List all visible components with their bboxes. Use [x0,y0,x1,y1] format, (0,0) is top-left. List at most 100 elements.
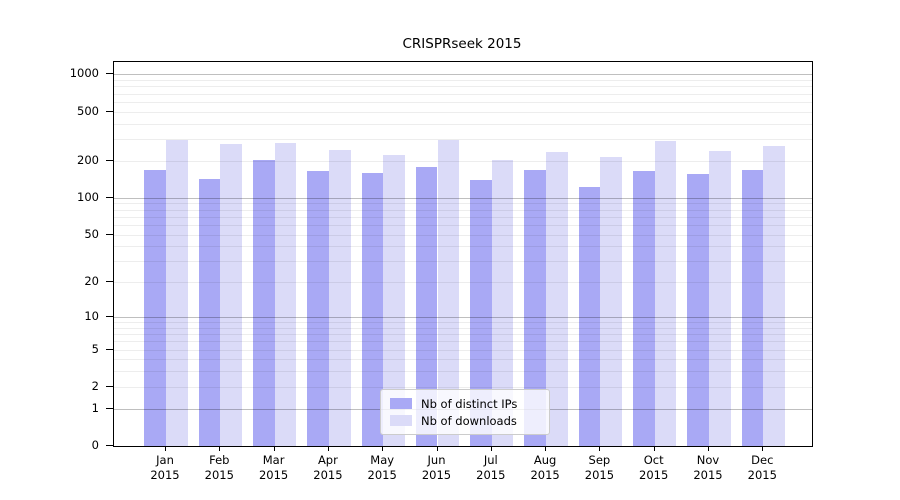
bar-nb-of-distinct-ips-oct [633,171,655,446]
bar-nb-of-downloads-may [383,155,405,446]
y-tick-mark [106,281,113,283]
x-tick-mark [273,446,275,451]
gridline [114,386,812,388]
legend: Nb of distinct IPs Nb of downloads [380,389,550,435]
x-tick-label-nov: Nov 2015 [693,453,723,482]
y-tick-label-1000: 1000 [69,66,99,81]
bar-nb-of-distinct-ips-nov [687,174,709,446]
y-tick-mark [106,196,113,198]
gridline [114,139,812,141]
gridline [114,160,812,162]
bar-nb-of-distinct-ips-sep [578,186,601,446]
gridline [114,80,812,82]
gridline [114,327,812,329]
x-tick-mark [653,446,655,451]
x-tick-label-may: May 2015 [367,453,397,482]
gridline [114,86,812,88]
x-tick-mark [165,446,166,451]
x-tick-mark [490,446,492,451]
y-tick-label-20: 20 [84,274,99,289]
x-tick-mark [708,446,709,451]
bar-nb-of-downloads-jan [166,139,188,446]
gridline [114,322,812,324]
gridline [114,341,812,343]
y-tick-label-0: 0 [91,438,99,452]
bar-nb-of-downloads-oct [654,141,677,446]
legend-item-nb-of-distinct-ips: Nb of distinct IPs [390,395,542,412]
y-tick-mark [106,445,113,446]
y-tick-label-5: 5 [91,341,99,356]
x-tick-label-apr: Apr 2015 [313,453,343,482]
y-tick-mark [106,73,113,75]
y-tick-label-2: 2 [91,378,99,393]
gridline [114,234,812,236]
bar-nb-of-distinct-ips-aug [524,169,547,446]
x-tick-mark [327,446,329,451]
y-tick-label-100: 100 [77,189,99,204]
gridline [114,246,812,248]
y-tick-mark [106,348,113,350]
x-tick-label-sep: Sep 2015 [584,453,615,482]
legend-swatch [390,415,412,426]
bar-nb-of-distinct-ips-mar [252,159,275,446]
bar-nb-of-distinct-ips-may [361,173,384,446]
bar-nb-of-downloads-mar [274,143,297,446]
y-tick-mark [106,159,113,161]
gridline [114,197,812,199]
bar-nb-of-downloads-jun [437,139,460,446]
y-tick-mark [106,316,113,318]
gridline [114,203,812,205]
y-tick-label-50: 50 [84,226,99,241]
gridline [114,111,812,113]
x-tick-label-dec: Dec 2015 [747,453,777,482]
gridline [114,371,812,373]
gridline [114,261,812,263]
bar-nb-of-distinct-ips-apr [307,171,329,446]
legend-label: Nb of downloads [421,413,517,428]
bar-nb-of-downloads-jul [491,160,514,446]
x-tick-label-jan: Jan 2015 [150,453,180,482]
bar-nb-of-distinct-ips-dec [741,170,764,446]
y-tick-mark [106,407,113,409]
gridline [114,74,812,76]
y-tick-label-1: 1 [91,400,99,415]
gridline [114,224,812,226]
bars-layer [114,62,812,446]
x-tick-label-jun: Jun 2015 [421,453,452,482]
bar-nb-of-downloads-nov [709,151,731,446]
bar-nb-of-downloads-aug [546,151,568,446]
gridline [114,359,812,361]
y-tick-label-500: 500 [77,103,99,118]
bar-nb-of-distinct-ips-feb [198,178,221,446]
gridline [114,317,812,319]
x-tick-label-mar: Mar 2015 [258,453,289,482]
gridline [114,334,812,336]
x-tick-mark [219,446,221,451]
x-tick-mark [382,446,384,451]
bar-nb-of-distinct-ips-jun [415,167,438,446]
gridline [114,216,812,218]
gridline [114,282,812,284]
bar-nb-of-distinct-ips-jul [470,179,492,446]
legend-swatch [390,398,412,409]
bar-nb-of-downloads-feb [220,143,242,446]
bar-nb-of-downloads-sep [600,157,623,446]
x-tick-mark [762,446,764,451]
y-tick-mark [106,385,113,387]
x-tick-label-jul: Jul 2015 [476,453,506,482]
gridline [114,349,812,351]
gridline [114,209,812,211]
plot-area: Nb of distinct IPs Nb of downloads [113,61,813,447]
gridline [114,101,812,103]
x-tick-mark [436,446,438,451]
legend-label: Nb of distinct IPs [421,396,518,411]
y-tick-label-200: 200 [77,152,99,167]
gridline [114,123,812,125]
legend-item-nb-of-downloads: Nb of downloads [390,412,542,429]
bar-nb-of-distinct-ips-jan [144,169,166,446]
y-tick-mark [106,233,113,235]
bar-nb-of-downloads-apr [328,150,351,446]
x-tick-label-aug: Aug 2015 [530,453,560,482]
bar-nb-of-downloads-dec [763,145,785,446]
